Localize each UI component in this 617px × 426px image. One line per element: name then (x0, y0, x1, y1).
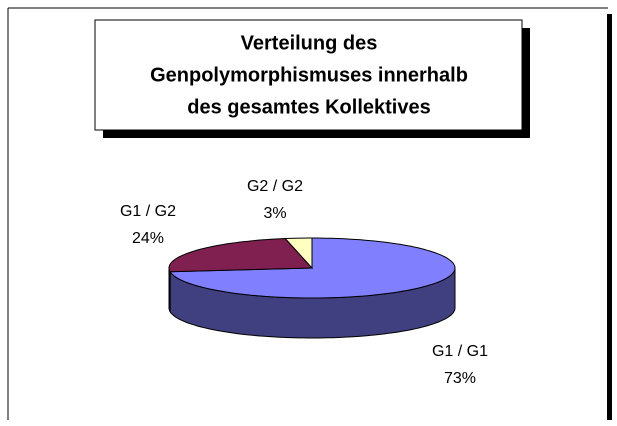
frame-shadow (607, 14, 612, 420)
slice-value-label: 3% (263, 205, 286, 222)
slice-label: G2 / G2 (247, 178, 303, 195)
slice-label: G1 / G1 (432, 343, 488, 360)
chart-title: Genpolymorphismuses innerhalb (150, 64, 468, 86)
pie-slice (284, 237, 313, 270)
chart-title: des gesamtes Kollektives (187, 96, 430, 118)
slice-label: G1 / G2 (120, 203, 176, 220)
pie-slice (168, 237, 314, 273)
slice-value-label: 24% (132, 230, 164, 247)
title-box (94, 19, 523, 131)
pie-side (168, 267, 171, 313)
chart-title: Verteilung des (241, 32, 378, 54)
slice-value-label: 73% (444, 370, 476, 387)
